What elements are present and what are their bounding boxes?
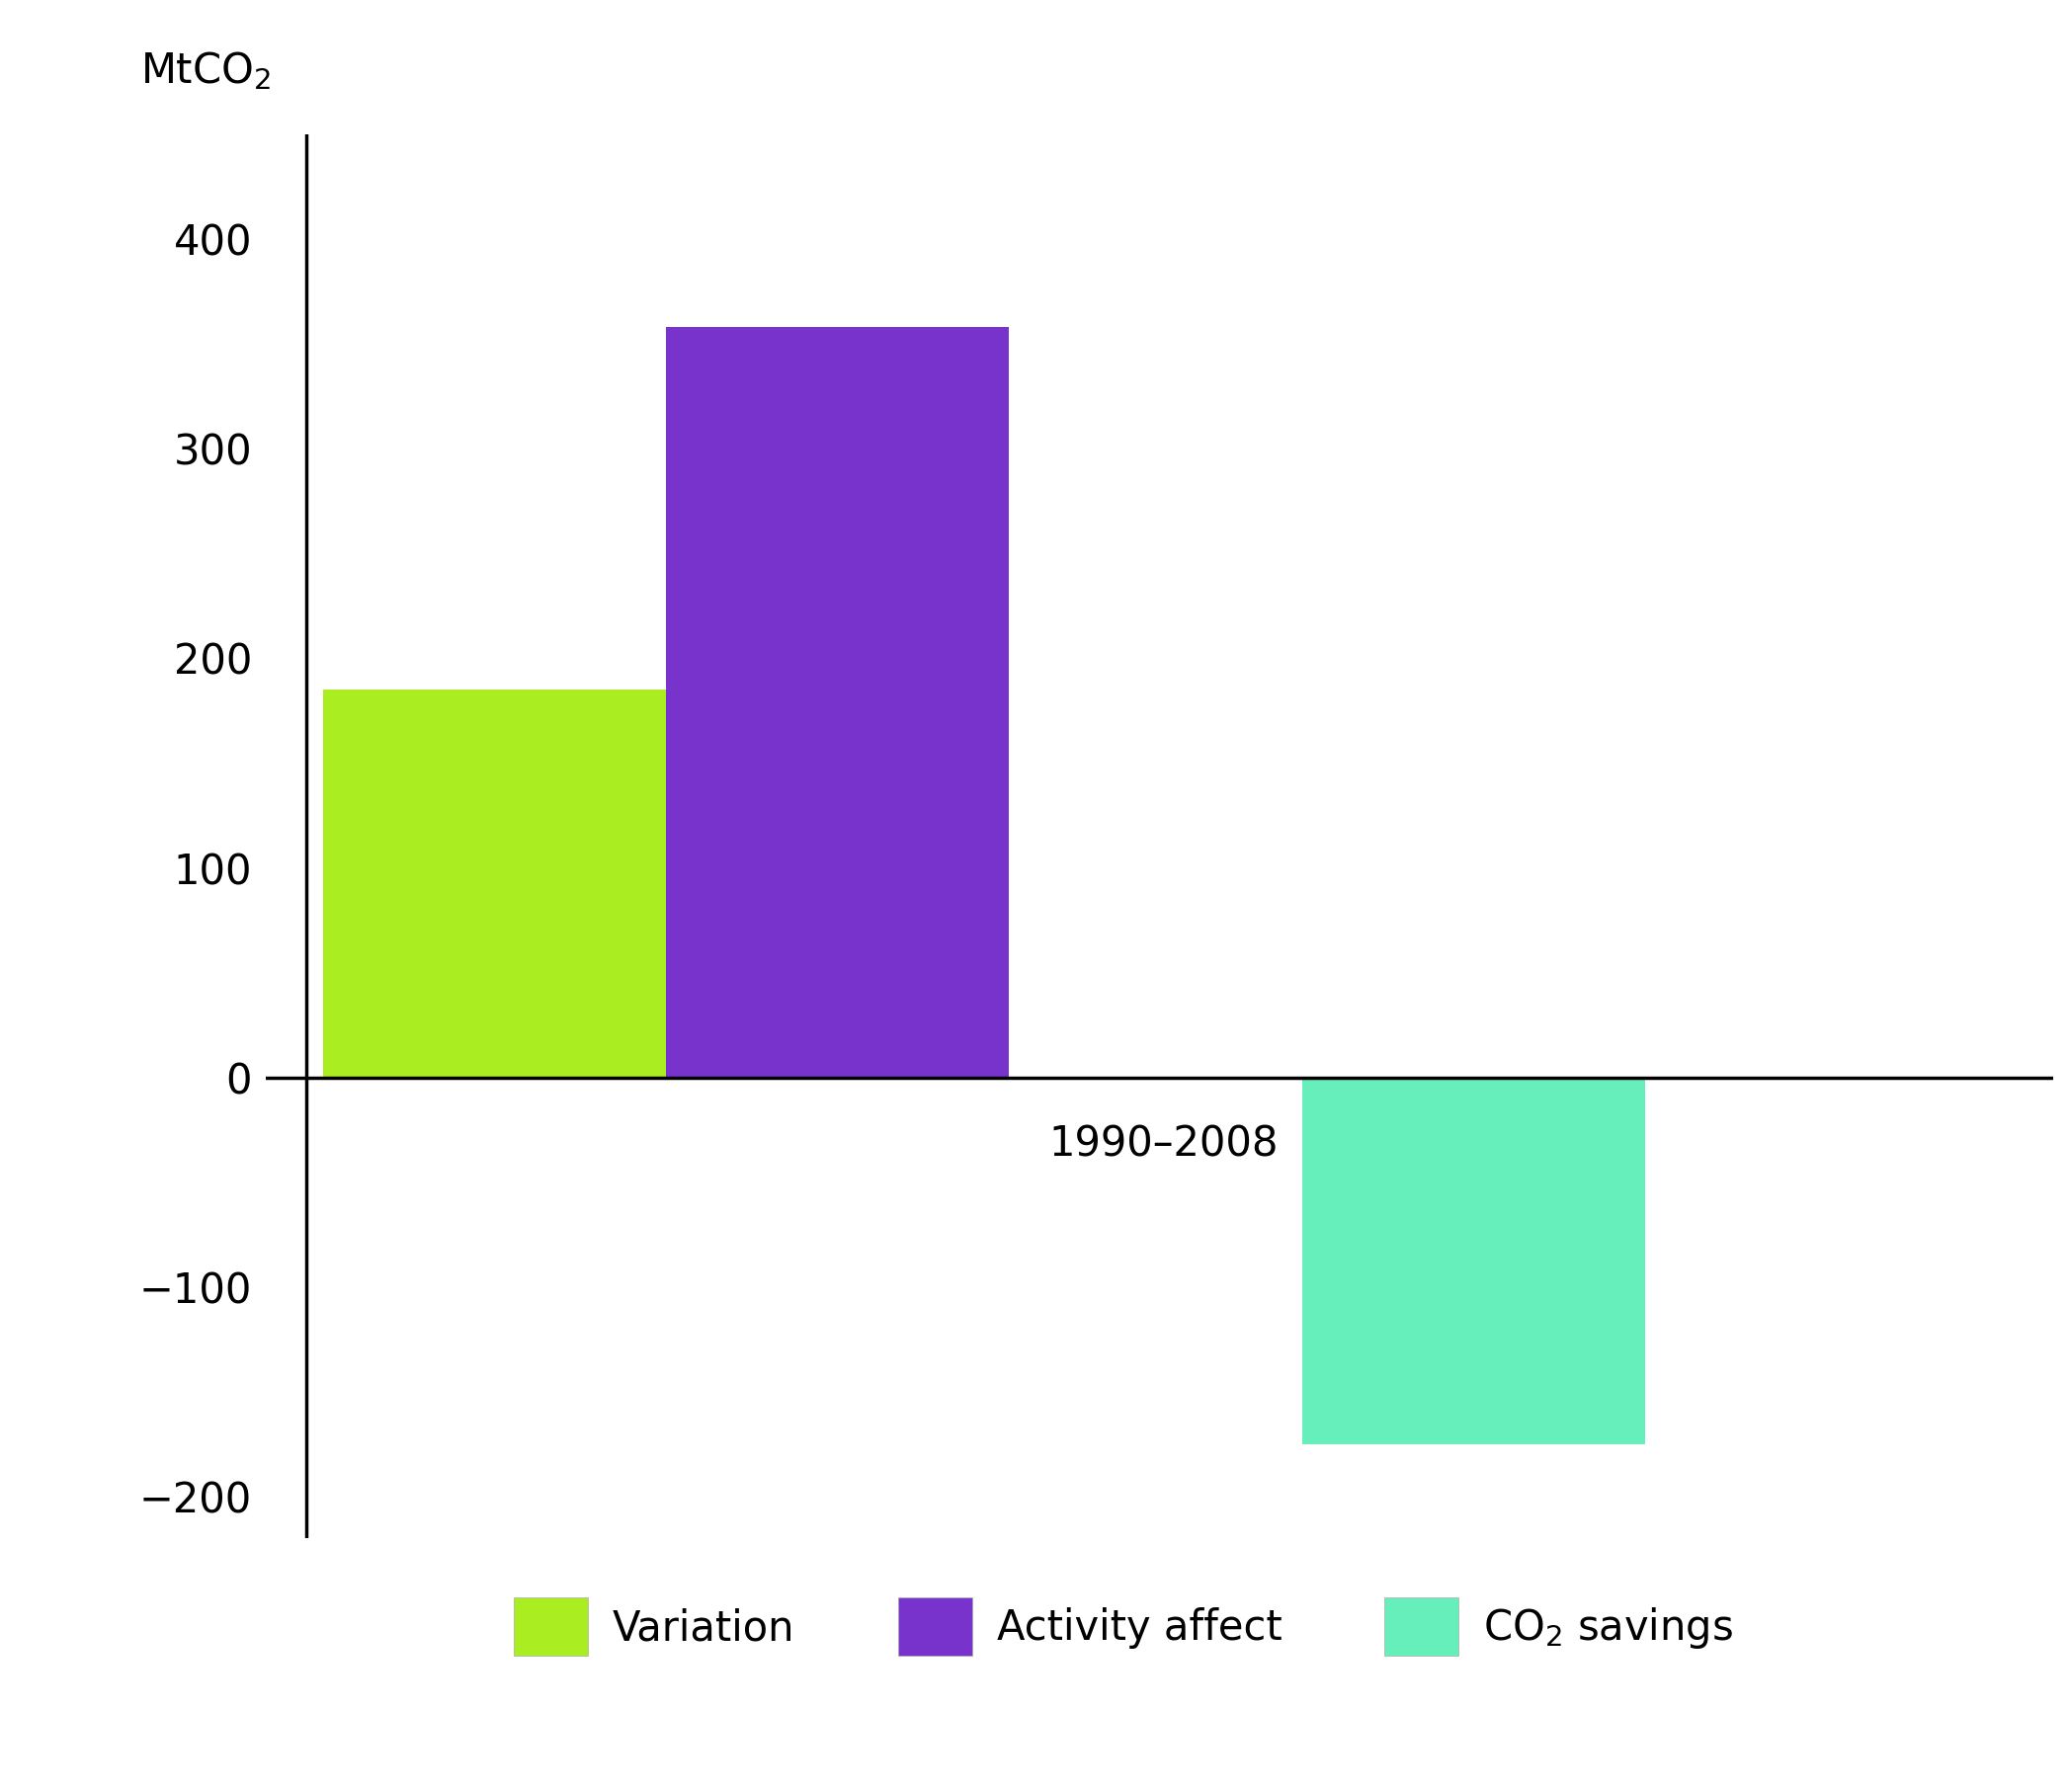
Text: MtCO$_2$: MtCO$_2$ (141, 50, 271, 93)
Bar (323, 690, 666, 1077)
Legend: Variation, Activity affect, CO$_2$ savings: Variation, Activity affect, CO$_2$ savin… (496, 1581, 1750, 1672)
Text: 1990–2008: 1990–2008 (1048, 1124, 1278, 1165)
Bar (666, 328, 1009, 1077)
Bar (1303, 1077, 1644, 1444)
